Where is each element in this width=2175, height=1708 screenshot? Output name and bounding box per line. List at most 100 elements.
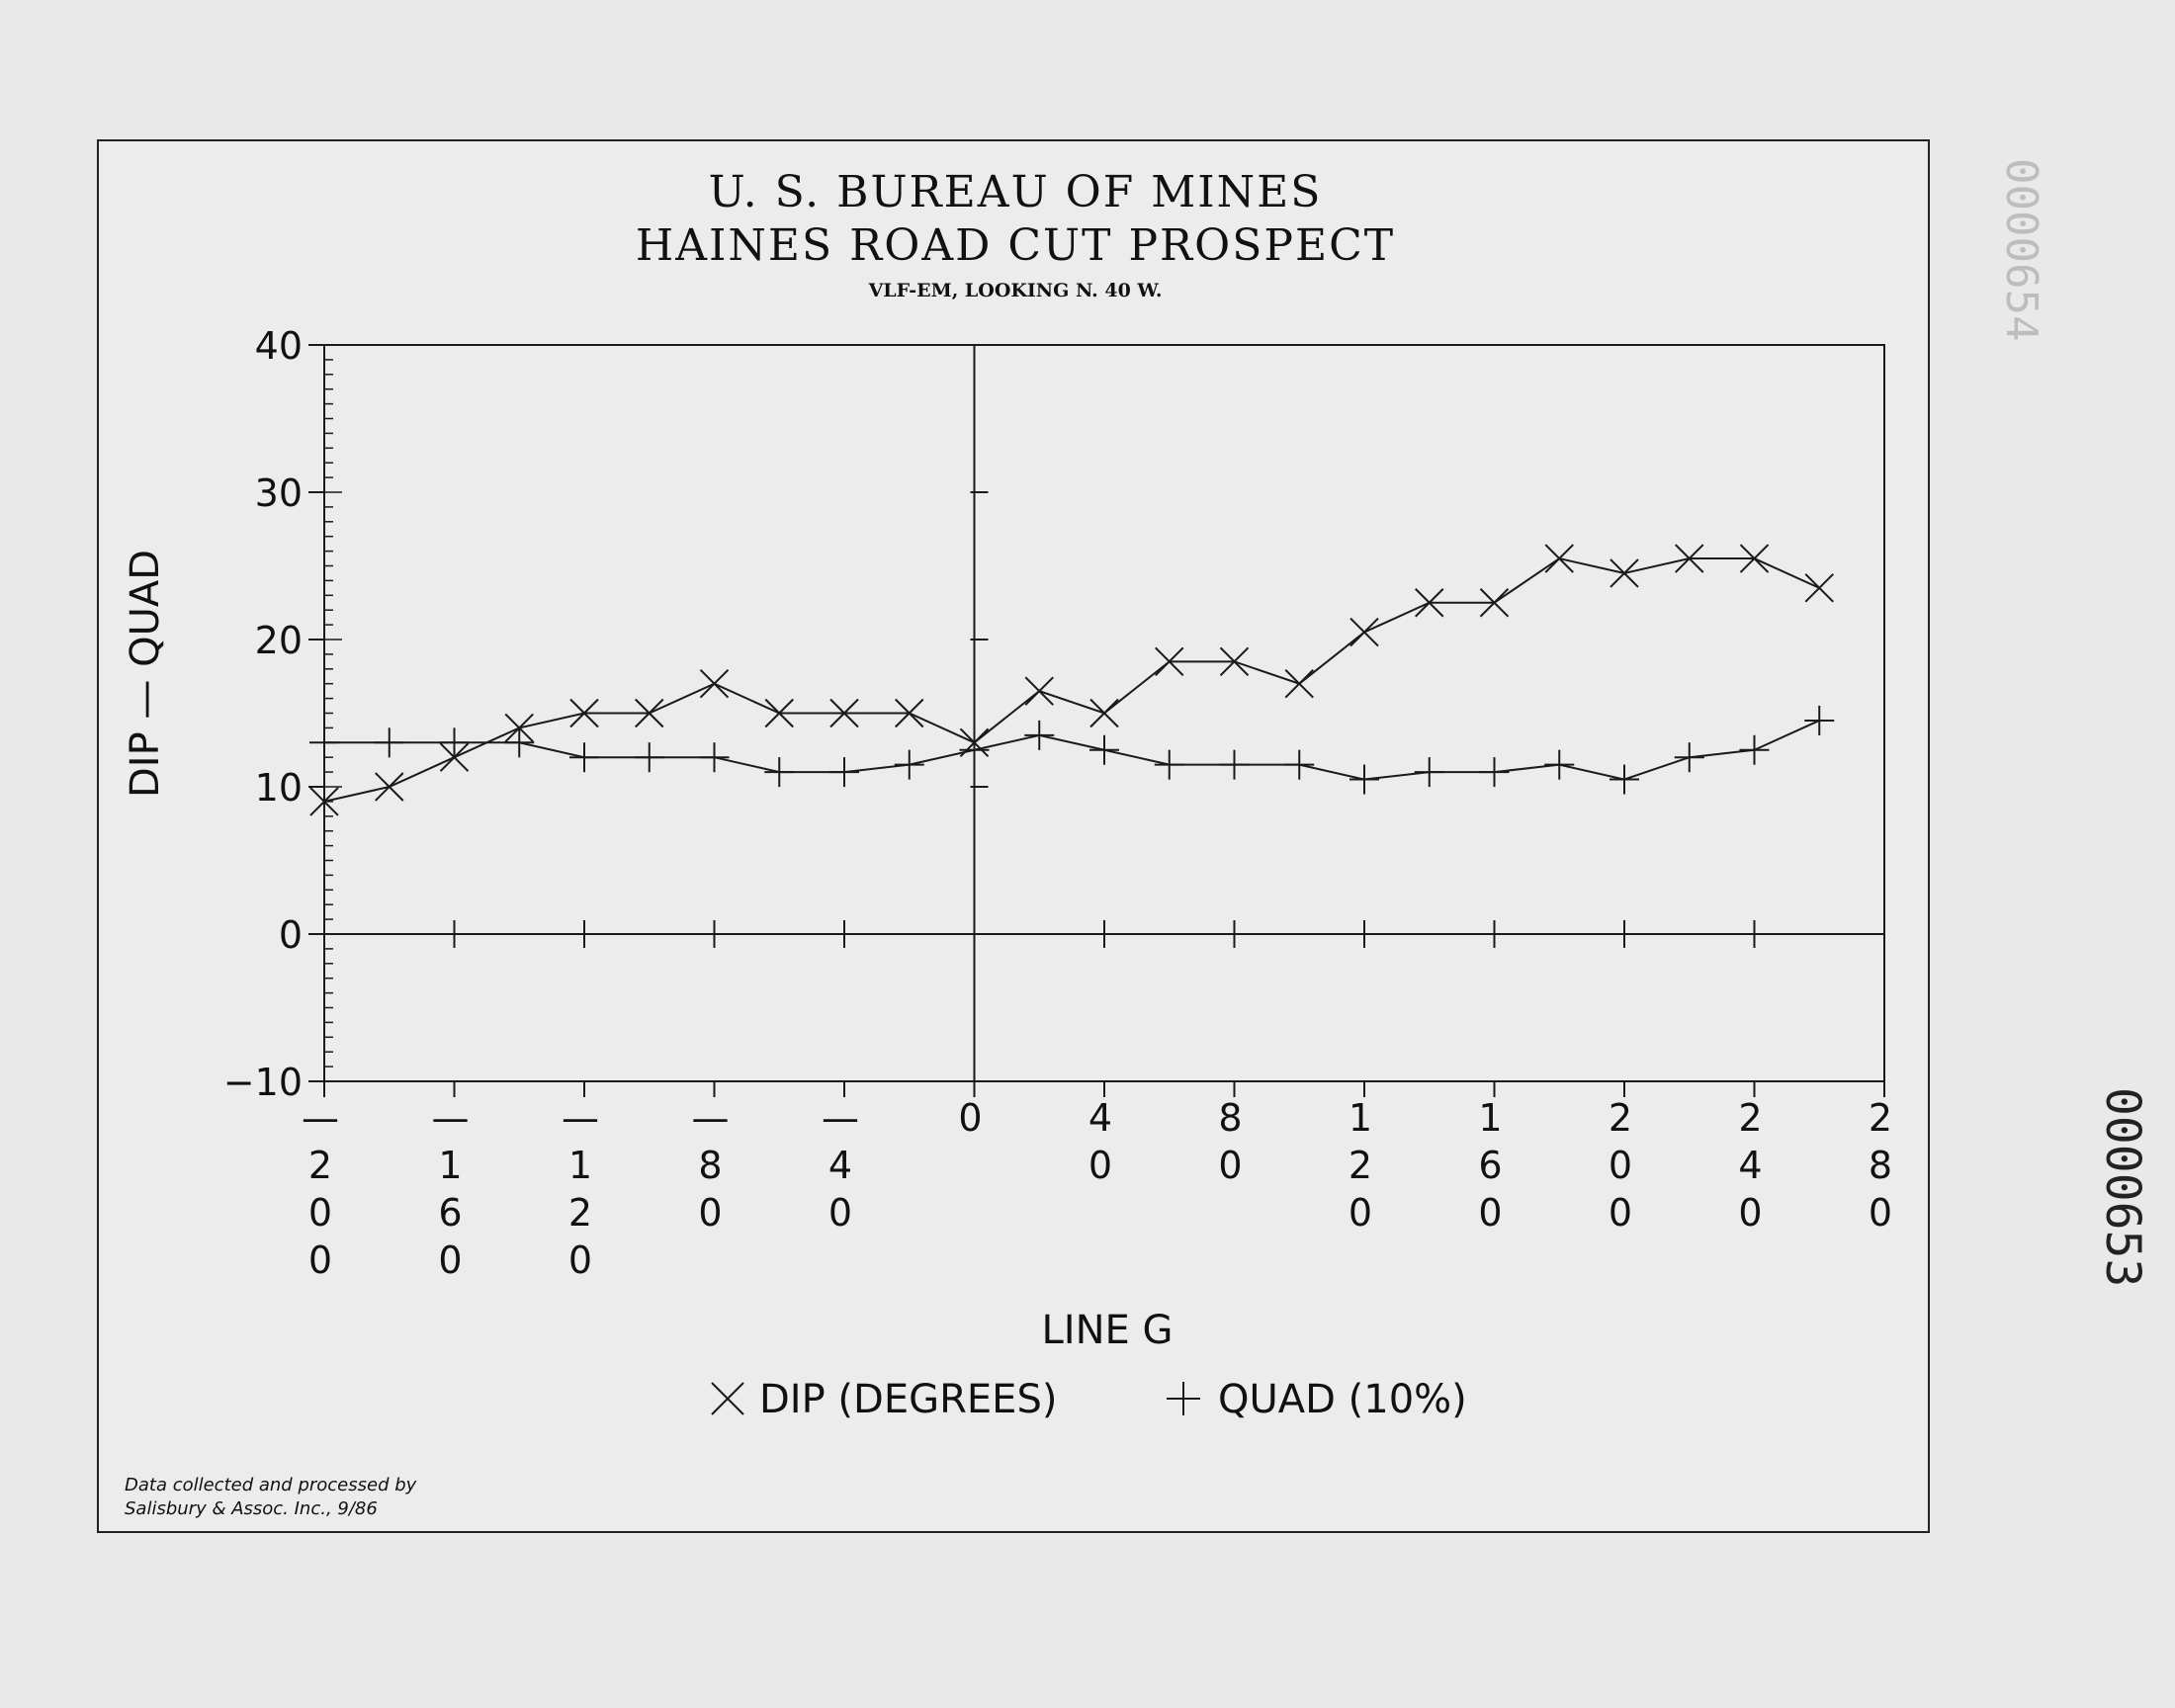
dip-point [1349, 617, 1379, 647]
x-tick-label-char: 2 [568, 1191, 592, 1235]
legend-dip-label: DIP (DEGREES) [759, 1377, 1057, 1422]
x-marker-stroke [1349, 617, 1379, 647]
quad-point [1739, 734, 1770, 765]
x-marker-stroke [1219, 646, 1250, 677]
quad-point [699, 742, 730, 773]
quad-point [1284, 749, 1315, 780]
y-axis-label: DIP — QUAD [123, 550, 168, 798]
quad-point [1544, 749, 1575, 780]
x-marker-stroke [635, 698, 664, 728]
x-tick-label-char: 1 [1478, 1096, 1502, 1140]
x-tick-label-char: — [562, 1096, 599, 1140]
x-marker-stroke [829, 698, 859, 728]
credit-line-2: Salisbury & Assoc. Inc., 9/86 [125, 1498, 378, 1519]
x-marker-stroke [1089, 698, 1119, 728]
x-tick-label-char: 6 [1478, 1144, 1502, 1187]
x-tick-label-char: 8 [1869, 1144, 1892, 1187]
quad-point [1674, 742, 1704, 773]
y-tick-label: 10 [255, 766, 303, 810]
quad-point [1024, 720, 1055, 750]
quad-point [1414, 757, 1444, 788]
x-tick-label-char: — [692, 1096, 730, 1140]
x-tick-label-char: 0 [1609, 1191, 1632, 1235]
x-tick-label-char: 0 [828, 1191, 852, 1235]
dip-point [1610, 558, 1639, 588]
document-stamp-upper: 0000654 [1996, 158, 2046, 342]
x-tick-label-char: 2 [1609, 1096, 1632, 1140]
data-credit: Data collected and processed by Salisbur… [125, 1474, 416, 1521]
x-marker-stroke [1675, 544, 1704, 573]
x-tick-label-char: 8 [698, 1144, 722, 1187]
x-tick-label-char: 4 [828, 1144, 852, 1187]
quad-point [1154, 749, 1184, 780]
dip-point [764, 698, 794, 728]
x-tick-label-char: 4 [1738, 1144, 1762, 1187]
x-tick-label-char: — [432, 1096, 470, 1140]
x-marker-stroke [1479, 588, 1510, 618]
x-tick-label-char: 0 [308, 1191, 332, 1235]
dip-point [1544, 544, 1574, 573]
x-marker-stroke [1024, 676, 1054, 706]
y-tick-label: 20 [255, 619, 303, 662]
quad-point [959, 734, 990, 765]
dip-point [1089, 698, 1119, 728]
x-tick-label-char: 0 [1348, 1191, 1372, 1235]
x-tick-label-char: 2 [308, 1144, 332, 1187]
x-tick-label-char: 0 [1218, 1144, 1242, 1187]
x-marker-stroke [1544, 544, 1574, 573]
quad-point [569, 742, 599, 773]
y-tick-label: −10 [223, 1061, 303, 1104]
x-marker-stroke [309, 787, 339, 816]
quad-point [309, 727, 339, 758]
x-marker-stroke [569, 698, 599, 728]
chart-method-note: VLF-EM, LOOKING N. 40 W. [868, 280, 1163, 301]
x-tick-label-char: 2 [1869, 1096, 1892, 1140]
quad-point [1089, 734, 1119, 765]
legend-quad-label: QUAD (10%) [1218, 1377, 1467, 1422]
x-marker-stroke [764, 698, 794, 728]
x-tick-label-char: 1 [1348, 1096, 1372, 1140]
document-stamp-lower: 0000653 [2095, 1087, 2150, 1288]
credit-line-1: Data collected and processed by [125, 1475, 417, 1495]
quad-point [1219, 749, 1250, 780]
dip-point [1284, 668, 1314, 699]
ticks-group [308, 344, 1885, 1097]
quad-point [764, 757, 795, 788]
x-marker-stroke [1739, 544, 1770, 573]
legend-item-quad: QUAD (10%) [1167, 1377, 1467, 1422]
x-tick-label-char: 0 [568, 1238, 592, 1282]
quad-point [1610, 764, 1639, 795]
dip-point [895, 698, 924, 728]
quad-point [829, 757, 859, 788]
dip-point [1739, 544, 1770, 573]
series-line-quad [324, 720, 1820, 781]
dip-point [1415, 588, 1444, 618]
x-tick-label-char: 0 [958, 1096, 982, 1140]
x-tick-label-char: 1 [568, 1144, 592, 1187]
y-tick-label: 40 [255, 324, 303, 368]
y-tick-label: 30 [255, 471, 303, 515]
dip-point [1155, 646, 1184, 677]
dip-point [1219, 646, 1250, 677]
quad-point [634, 742, 664, 773]
x-tick-label-char: 0 [698, 1191, 722, 1235]
dip-point [569, 698, 599, 728]
legend: DIP (DEGREES) QUAD (10%) [711, 1377, 1467, 1422]
x-marker-stroke [1415, 588, 1444, 618]
x-tick-label-char: 6 [438, 1191, 462, 1235]
quad-point [504, 727, 535, 758]
x-marker-stroke [1610, 558, 1639, 588]
dip-point [1675, 544, 1704, 573]
x-axis-label: LINE G [1042, 1308, 1174, 1353]
chart-subtitle: HAINES ROAD CUT PROSPECT [635, 220, 1396, 271]
legend-item-dip: DIP (DEGREES) [711, 1377, 1057, 1422]
x-tick-label-char: 0 [1738, 1191, 1762, 1235]
dip-point [699, 668, 730, 699]
x-tick-label-char: 0 [308, 1238, 332, 1282]
x-marker-stroke [895, 698, 924, 728]
legend-dip-marker [711, 1382, 744, 1415]
x-tick-label-char: 0 [1609, 1144, 1632, 1187]
x-marker-stroke [699, 668, 730, 699]
dip-point [1479, 588, 1510, 618]
